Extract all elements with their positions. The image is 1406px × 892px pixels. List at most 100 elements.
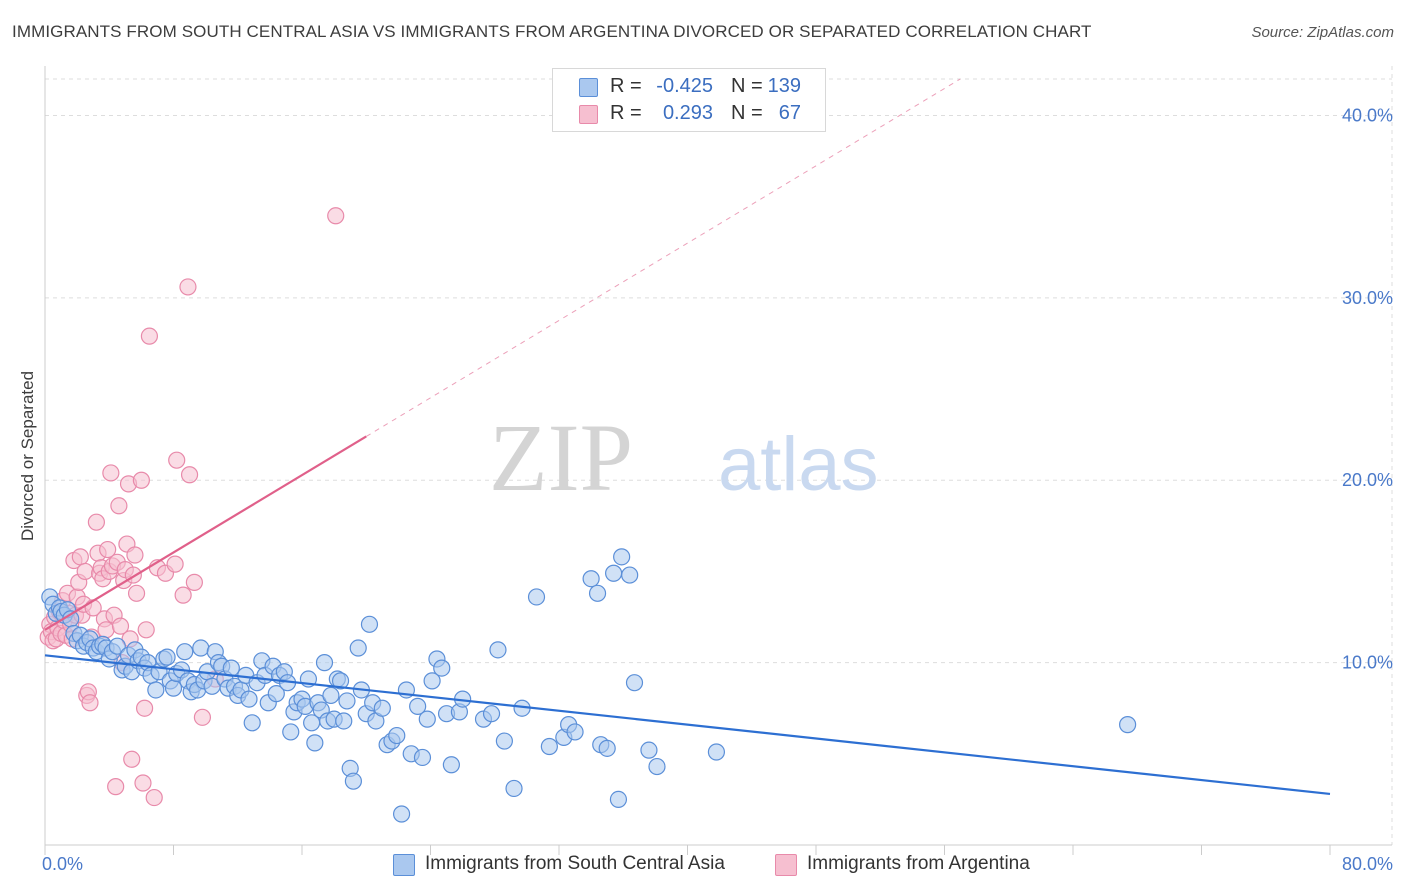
point-south-central-asia — [373, 699, 391, 717]
x-tick-label: 80.0% — [1342, 854, 1393, 874]
point-argentina — [81, 694, 99, 712]
n-value-pink: 67 — [778, 102, 801, 124]
point-argentina — [134, 774, 152, 792]
point-argentina — [99, 540, 117, 559]
point-south-central-asia — [648, 757, 666, 776]
point-argentina — [193, 708, 212, 726]
point-south-central-asia — [707, 743, 726, 761]
point-south-central-asia — [344, 772, 362, 790]
point-argentina — [107, 778, 125, 796]
point-south-central-asia — [158, 648, 176, 666]
point-argentina — [71, 548, 89, 566]
point-south-central-asia — [360, 615, 379, 633]
point-south-central-asia — [418, 710, 436, 728]
point-south-central-asia — [613, 548, 631, 566]
point-south-central-asia — [338, 692, 356, 710]
series-argentina-points — [39, 207, 345, 807]
point-south-central-asia — [527, 588, 546, 606]
legend-label: Immigrants from Argentina — [807, 853, 1030, 874]
point-argentina — [126, 546, 144, 564]
y-tick-label: 20.0% — [1342, 470, 1393, 490]
point-south-central-asia — [282, 723, 300, 741]
pink-swatch — [579, 105, 598, 124]
point-south-central-asia — [147, 681, 165, 699]
point-south-central-asia — [621, 566, 639, 584]
point-south-central-asia — [442, 756, 460, 774]
legend-label: Immigrants from South Central Asia — [425, 853, 725, 874]
point-south-central-asia — [505, 779, 523, 798]
source-credit: Source: ZipAtlas.com — [1251, 24, 1394, 41]
point-south-central-asia — [413, 748, 432, 767]
point-south-central-asia — [588, 584, 607, 602]
legend-swatch-pink — [775, 854, 797, 876]
point-south-central-asia — [566, 723, 584, 741]
legend: Immigrants from South Central Asia Immig… — [0, 850, 1406, 880]
r-value-pink: 0.293 — [662, 102, 713, 124]
point-argentina — [127, 584, 146, 602]
y-tick-label: 10.0% — [1342, 653, 1393, 673]
point-argentina — [168, 451, 186, 469]
point-argentina — [87, 513, 106, 531]
point-south-central-asia — [349, 639, 367, 657]
point-south-central-asia — [306, 734, 324, 752]
point-south-central-asia — [605, 564, 623, 582]
point-south-central-asia — [433, 659, 451, 677]
y-tick-label: 30.0% — [1342, 288, 1393, 308]
series-south-central-asia-points — [41, 548, 1137, 823]
point-south-central-asia — [164, 679, 183, 697]
point-argentina — [97, 621, 115, 639]
point-argentina — [137, 621, 155, 639]
point-argentina — [102, 464, 120, 482]
point-south-central-asia — [267, 685, 285, 703]
point-south-central-asia — [222, 659, 240, 677]
point-argentina — [166, 555, 184, 573]
y-tick-label: 40.0% — [1342, 105, 1393, 125]
point-argentina — [111, 617, 130, 635]
x-tick-labels: 0.0% 80.0% — [42, 854, 1393, 874]
point-south-central-asia — [423, 672, 441, 690]
point-south-central-asia — [1119, 716, 1137, 734]
chart-title: IMMIGRANTS FROM SOUTH CENTRAL ASIA VS IM… — [12, 22, 1092, 41]
n-label: N = — [731, 75, 763, 97]
point-argentina — [180, 466, 199, 484]
n-value-blue: 139 — [767, 75, 801, 97]
point-south-central-asia — [192, 639, 210, 657]
r-label: R = — [610, 75, 642, 97]
point-south-central-asia — [495, 732, 513, 750]
point-argentina — [145, 788, 163, 807]
point-south-central-asia — [392, 805, 411, 823]
point-argentina — [185, 573, 203, 591]
trend-line-south-central-asia — [44, 654, 1331, 796]
y-tick-labels: 10.0% 20.0% 30.0% 40.0% — [1342, 105, 1393, 672]
point-south-central-asia — [640, 741, 658, 759]
stats-row-pink: R = 0.293 N = 67 — [553, 101, 825, 127]
point-argentina — [174, 586, 192, 604]
stats-row-blue: R = -0.425 N = 139 — [553, 74, 825, 100]
point-argentina — [140, 327, 159, 345]
blue-swatch — [579, 78, 598, 97]
r-value-blue: -0.425 — [656, 75, 713, 97]
point-south-central-asia — [582, 570, 600, 588]
point-south-central-asia — [176, 643, 194, 661]
point-south-central-asia — [598, 739, 616, 757]
point-argentina — [123, 750, 141, 768]
point-south-central-asia — [335, 712, 353, 730]
point-argentina — [135, 699, 154, 717]
trend-lines — [44, 78, 1331, 796]
point-south-central-asia — [409, 697, 427, 715]
point-argentina — [179, 278, 197, 296]
point-argentina — [327, 207, 345, 225]
x-tick-label: 0.0% — [42, 854, 83, 874]
r-label: R = — [610, 102, 642, 124]
point-south-central-asia — [322, 686, 340, 705]
trend-line-argentina — [44, 435, 367, 631]
point-argentina — [110, 497, 128, 515]
point-south-central-asia — [240, 690, 258, 708]
point-south-central-asia — [388, 726, 406, 745]
point-south-central-asia — [540, 737, 558, 756]
point-south-central-asia — [489, 641, 507, 659]
legend-swatch-blue — [393, 854, 415, 876]
point-south-central-asia — [315, 654, 334, 672]
point-argentina — [76, 562, 94, 581]
